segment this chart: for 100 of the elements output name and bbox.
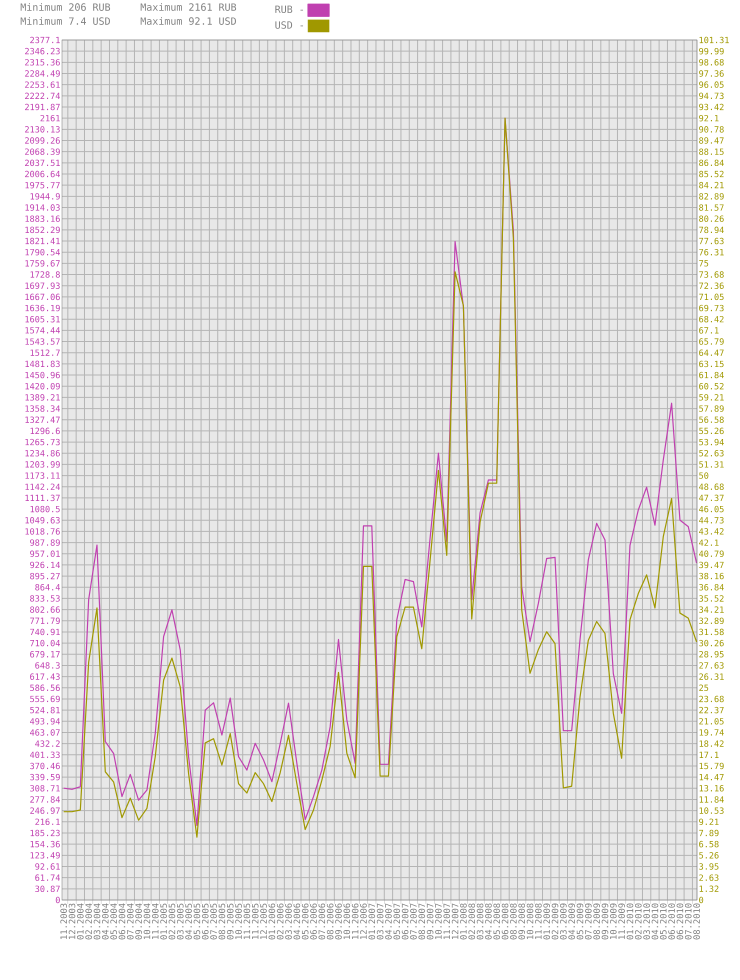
x-tick-label: 11.2007 xyxy=(443,904,450,939)
y2-tick-label: 27.63 xyxy=(699,662,724,669)
y2-tick-label: 11.84 xyxy=(700,796,724,803)
y-tick-label: 2130.13 xyxy=(25,126,60,133)
y-tick-label: 957.01 xyxy=(30,550,60,557)
x-tick-label: 02.2010 xyxy=(634,904,642,940)
x-tick-label: 12.2003 xyxy=(68,904,76,939)
y2-tick-label: 85.52 xyxy=(699,170,724,178)
x-tick-label: 05.2006 xyxy=(302,904,309,940)
x-tick-label: 03.2010 xyxy=(643,904,650,940)
y2-tick-label: 28.95 xyxy=(699,651,724,658)
y-tick-label: 463.07 xyxy=(30,729,60,736)
x-tick-label: 03.2009 xyxy=(560,904,567,940)
y2-tick-label: 69.73 xyxy=(699,304,724,312)
y2-tick-label: 81.57 xyxy=(699,204,724,211)
legend-label: RUB - xyxy=(275,6,304,14)
x-tick-label: 09.2005 xyxy=(226,904,234,940)
y2-tick-label: 15.79 xyxy=(700,762,724,770)
x-tick-label: 10.2009 xyxy=(610,904,617,939)
y-tick-label: 0 xyxy=(56,896,60,904)
y2-tick-label: 22.37 xyxy=(699,706,724,714)
y-tick-label: 1512.7 xyxy=(30,349,60,356)
y-tick-label: 1142.24 xyxy=(25,484,60,490)
x-tick-label: 08.2009 xyxy=(593,904,600,940)
y2-tick-label: 36.84 xyxy=(699,584,724,590)
x-tick-label: 01.2009 xyxy=(543,904,550,940)
y-tick-label: 1018.76 xyxy=(25,528,60,535)
y2-tick-label: 89.47 xyxy=(699,137,724,144)
y2-tick-label: 60.52 xyxy=(699,383,724,390)
y-tick-label: 524.81 xyxy=(30,706,60,714)
y2-tick-label: 92.1 xyxy=(699,114,719,122)
y2-tick-label: 94.73 xyxy=(699,92,724,100)
y-tick-label: 2222.74 xyxy=(25,92,60,100)
y-tick-label: 2161 xyxy=(40,114,60,122)
y2-tick-label: 40.79 xyxy=(699,550,724,557)
x-tick-label: 01.2007 xyxy=(368,904,376,940)
y-tick-label: 895.27 xyxy=(30,572,60,580)
y2-tick-label: 51.31 xyxy=(699,461,724,468)
y2-tick-label: 77.63 xyxy=(699,238,724,244)
y2-tick-label: 99.99 xyxy=(699,48,724,54)
y2-tick-label: 57.89 xyxy=(699,405,724,412)
x-tick-label: 10.2005 xyxy=(235,904,242,939)
y2-tick-label: 52.63 xyxy=(699,450,724,456)
y-tick-label: 1111.37 xyxy=(25,494,60,502)
y2-tick-label: 38.16 xyxy=(699,572,724,580)
y2-tick-label: 82.89 xyxy=(699,193,724,200)
y-tick-label: 1203.99 xyxy=(25,461,60,468)
x-tick-label: 02.2005 xyxy=(168,904,176,940)
y2-tick-label: 2.63 xyxy=(699,874,719,881)
y-tick-label: 339.59 xyxy=(30,774,60,780)
x-tick-label: 09.2006 xyxy=(335,904,342,940)
x-tick-label: 11.2009 xyxy=(618,904,625,939)
y2-tick-label: 44.73 xyxy=(699,517,724,524)
x-tick-label: 04.2007 xyxy=(385,904,392,940)
y2-tick-label: 93.42 xyxy=(699,104,724,110)
y-tick-label: 802.66 xyxy=(30,606,60,613)
text: Maximum 2161 RUB xyxy=(140,3,236,11)
y-tick-label: 1944.9 xyxy=(30,193,60,200)
y2-tick-label: 80.26 xyxy=(699,215,724,222)
x-tick-label: 07.2005 xyxy=(210,904,217,940)
y2-tick-label: 3.95 xyxy=(699,863,718,870)
x-tick-label: 06.2004 xyxy=(118,903,126,940)
x-tick-label: 05.2010 xyxy=(660,904,667,940)
x-tick-label: 06.2010 xyxy=(676,904,684,940)
y-tick-label: 864.4 xyxy=(35,584,60,590)
y-tick-label: 1975.77 xyxy=(25,182,60,188)
y-tick-label: 30.87 xyxy=(35,886,60,892)
x-tick-label: 12.2005 xyxy=(260,904,267,939)
y2-tick-label: 46.05 xyxy=(699,506,724,512)
x-tick-label: 09.2007 xyxy=(426,904,434,940)
x-tick-label: 08.2010 xyxy=(693,904,700,940)
y2-tick-label: 96.05 xyxy=(699,81,724,88)
x-tick-label: 12.2006 xyxy=(360,904,367,939)
y-tick-label: 1821.41 xyxy=(25,238,60,244)
x-tick-label: 11.2003 xyxy=(60,904,67,939)
y-tick-label: 61.74 xyxy=(35,874,60,881)
y-tick-label: 1265.73 xyxy=(25,438,60,446)
text: Minimum 7.4 USD xyxy=(20,17,110,25)
y-tick-label: 2253.61 xyxy=(25,81,60,88)
y-tick-label: 1420.09 xyxy=(25,382,60,390)
y-tick-label: 1883.16 xyxy=(25,215,60,222)
y-tick-label: 586.56 xyxy=(30,684,60,692)
x-tick-label: 09.2008 xyxy=(518,903,526,940)
y-tick-label: 154.36 xyxy=(30,840,60,848)
x-tick-label: 06.2010 xyxy=(668,904,675,940)
y2-tick-label: 13.16 xyxy=(700,785,724,792)
y-tick-label: 2315.36 xyxy=(25,59,60,66)
x-tick-label: 06.2007 xyxy=(402,904,408,940)
y-tick-label: 493.94 xyxy=(30,718,60,725)
y-tick-label: 2037.51 xyxy=(25,160,60,166)
y2-tick-label: 64.47 xyxy=(699,349,724,356)
y-tick-label: 771.79 xyxy=(30,618,60,624)
y-tick-label: 432.2 xyxy=(35,740,60,747)
x-tick-label: 11.2008 xyxy=(535,903,542,939)
y-tick-label: 2006.64 xyxy=(25,170,60,178)
y-tick-label: 2068.39 xyxy=(25,148,60,155)
x-tick-label: 03.2005 xyxy=(176,904,184,940)
y2-tick-label: 50 xyxy=(699,472,708,479)
y-tick-label: 1605.31 xyxy=(25,316,60,322)
x-tick-label: 01.2008 xyxy=(460,903,467,940)
